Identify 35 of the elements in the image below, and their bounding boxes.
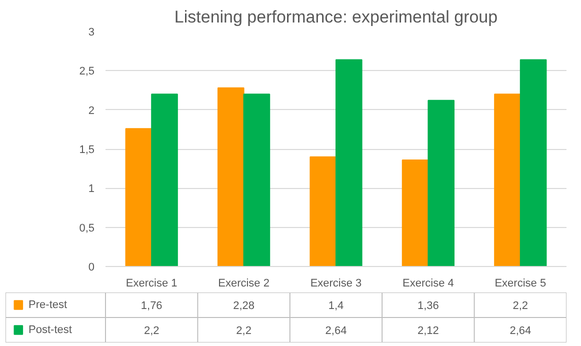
bar [402, 159, 429, 266]
y-tick-label: 3 [88, 26, 95, 38]
y-tick-label: 1 [88, 183, 95, 196]
x-tick-label: Exercise 3 [310, 278, 362, 290]
y-tick-label: 0,5 [79, 222, 95, 234]
bar [243, 94, 270, 266]
legend-label: Post-test [28, 324, 72, 336]
legend-label: Pre-test [28, 299, 68, 311]
y-tick-label: 2 [88, 104, 95, 117]
bar [217, 87, 244, 266]
bar [428, 100, 455, 266]
bar [494, 94, 521, 266]
x-tick-label: Exercise 4 [402, 278, 454, 290]
data-label: 1,4 [328, 300, 344, 312]
data-label: 1,76 [140, 300, 162, 312]
data-label: 2,12 [417, 325, 439, 337]
chart-title: Listening performance: experimental group [174, 8, 498, 26]
y-tick-label: 0 [88, 262, 95, 274]
data-label: 2,28 [233, 300, 255, 312]
bar [125, 128, 152, 266]
bar [310, 156, 336, 266]
data-label: 1,36 [417, 300, 439, 312]
data-label: 2,2 [144, 325, 160, 337]
bar [336, 59, 362, 266]
data-label: 2,64 [325, 325, 347, 337]
x-tick-label: Exercise 2 [218, 278, 270, 290]
bar [520, 59, 547, 266]
data-label: 2,64 [510, 325, 532, 337]
x-tick-label: Exercise 1 [126, 278, 178, 290]
data-label: 2,2 [236, 325, 252, 337]
x-tick-label: Exercise 5 [494, 278, 546, 290]
y-tick-label: 2,5 [79, 66, 95, 78]
data-label: 2,2 [512, 300, 528, 312]
bar [151, 94, 178, 266]
y-tick-label: 1,5 [79, 144, 95, 156]
